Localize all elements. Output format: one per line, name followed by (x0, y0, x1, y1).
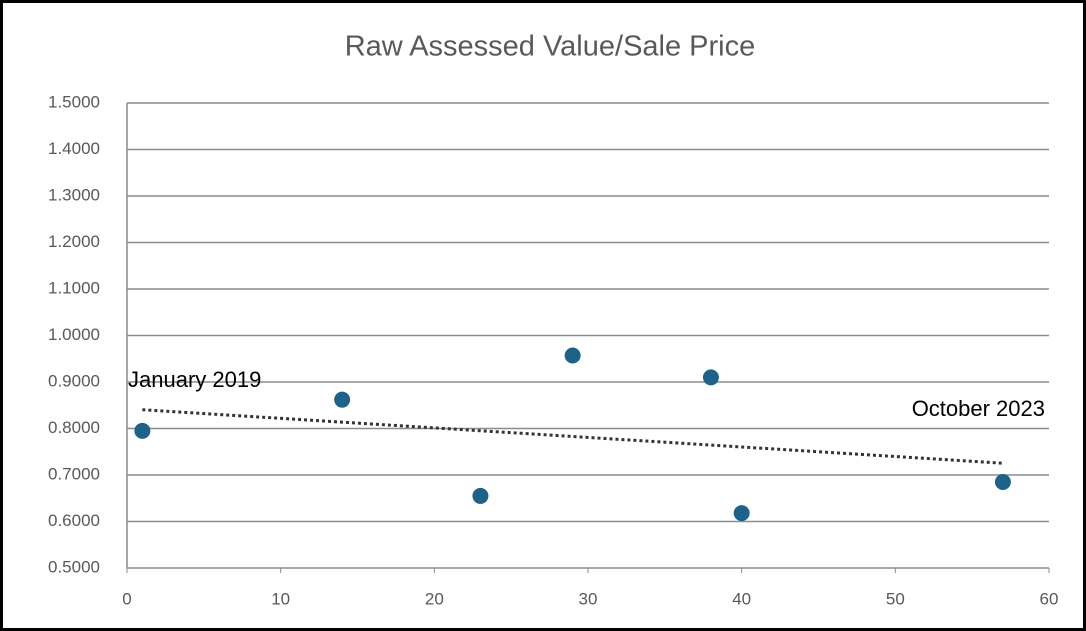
x-tick-label: 0 (122, 589, 131, 608)
point (334, 391, 351, 408)
annotation: January 2019 (128, 367, 261, 392)
y-tick-label: 1.1000 (48, 278, 100, 297)
point (994, 473, 1011, 490)
x-tick-label: 10 (271, 589, 290, 608)
y-tick-label: 0.5000 (48, 557, 100, 576)
point (134, 422, 151, 439)
y-tick-label: 1.2000 (48, 232, 100, 251)
point (702, 369, 719, 386)
x-tick-label: 50 (886, 589, 905, 608)
y-tick-label: 1.5000 (48, 92, 100, 111)
chart-title: Raw Assessed Value/Sale Price (345, 31, 756, 63)
x-tick-label: 40 (732, 589, 751, 608)
y-tick-label: 1.0000 (48, 325, 100, 344)
y-tick-label: 0.7000 (48, 464, 100, 483)
annotation: October 2023 (912, 396, 1045, 421)
point (472, 487, 489, 504)
y-tick-label: 0.9000 (48, 371, 100, 390)
x-tick-label: 20 (425, 589, 444, 608)
y-tick-label: 0.8000 (48, 418, 100, 437)
y-tick-label: 1.4000 (48, 139, 100, 158)
x-tick-label: 30 (579, 589, 598, 608)
y-tick-label: 1.3000 (48, 185, 100, 204)
point (733, 505, 750, 522)
y-tick-label: 0.6000 (48, 511, 100, 530)
x-tick-label: 60 (1040, 589, 1059, 608)
point (564, 347, 581, 364)
